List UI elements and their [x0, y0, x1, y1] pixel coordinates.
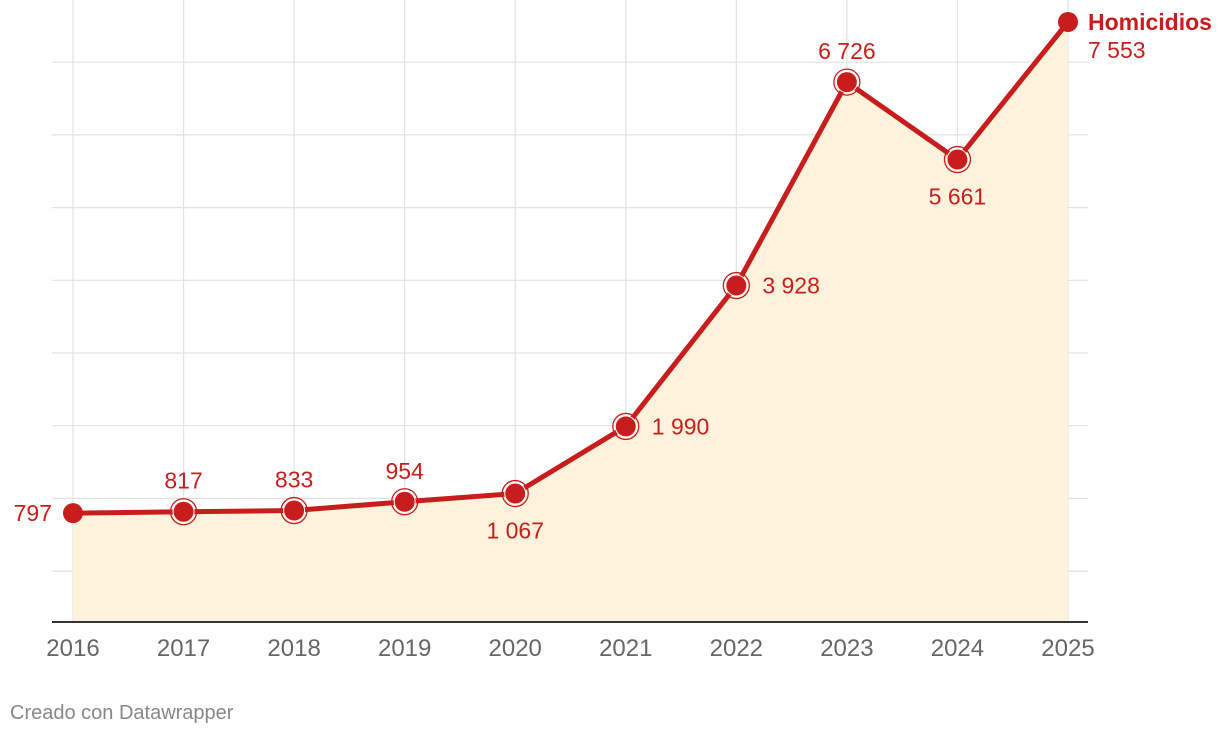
- point-2021: [615, 416, 636, 437]
- data-label-2017: 817: [164, 468, 202, 494]
- point-2016: [63, 503, 83, 524]
- data-label-2016: 797: [14, 500, 52, 526]
- x-tick-label-2019: 2019: [378, 635, 431, 662]
- x-tick-label-2017: 2017: [157, 635, 210, 662]
- point-2019: [394, 491, 415, 512]
- point-ring-2020: [501, 479, 529, 508]
- data-labels: 797 817 833 954 1 067 1 990 3 928 6 726 5 661 7 5…: [14, 37, 1146, 544]
- point-2018: [284, 500, 305, 521]
- data-label-2022: 3 928: [762, 273, 820, 299]
- point-2024: [947, 149, 968, 170]
- data-label-2021: 1 990: [652, 413, 710, 439]
- data-points: [63, 12, 1078, 526]
- data-label-2020: 1 067: [486, 518, 544, 544]
- x-tick-label-2024: 2024: [931, 635, 984, 662]
- x-tick-label-2023: 2023: [820, 635, 873, 662]
- point-ring-2024: [943, 145, 972, 174]
- x-tick-label-2020: 2020: [489, 635, 542, 662]
- point-2017: [173, 501, 194, 522]
- data-label-2024: 5 661: [929, 184, 987, 210]
- point-2025: [1058, 12, 1078, 32]
- point-ring-2018: [280, 496, 308, 525]
- x-tick-label-2021: 2021: [599, 635, 652, 662]
- point-ring-2022: [722, 271, 750, 300]
- point-ring-2017: [169, 498, 198, 526]
- data-label-2018: 833: [275, 467, 313, 493]
- point-2020: [505, 483, 526, 504]
- point-2023: [836, 72, 857, 93]
- series-line-homicidios: [70, 19, 1071, 516]
- point-ring-2019: [391, 488, 419, 516]
- x-tick-label-2016: 2016: [46, 635, 99, 662]
- point-ring-2023: [833, 68, 861, 96]
- x-tick-label-2022: 2022: [710, 635, 763, 662]
- x-tick-label-2025: 2025: [1041, 635, 1094, 662]
- x-tick-labels: 2016 2017 2018 2019 2020 2021 2022 2023 2024 2025: [46, 635, 1094, 662]
- data-label-2025: 7 553: [1088, 37, 1146, 63]
- x-tick-label-2018: 2018: [267, 635, 320, 662]
- horizontal-gridlines: [52, 61, 1088, 572]
- credit-text: Creado con Datawrapper: [10, 702, 234, 724]
- data-label-2019: 954: [385, 458, 424, 484]
- line-area-chart: 797 817 833 954 1 067 1 990 3 928 6 726 5 661 7 5…: [14, 0, 1212, 662]
- point-2022: [726, 275, 747, 296]
- series-label-homicidios: Homicidios: [1088, 9, 1212, 35]
- point-ring-2021: [612, 412, 640, 441]
- area-fill: [73, 22, 1068, 622]
- data-label-2023: 6 726: [818, 38, 876, 64]
